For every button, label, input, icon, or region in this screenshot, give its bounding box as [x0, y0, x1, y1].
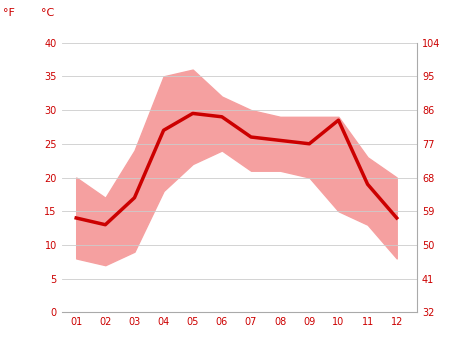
Text: °C: °C	[41, 7, 55, 18]
Text: °F: °F	[3, 7, 15, 18]
